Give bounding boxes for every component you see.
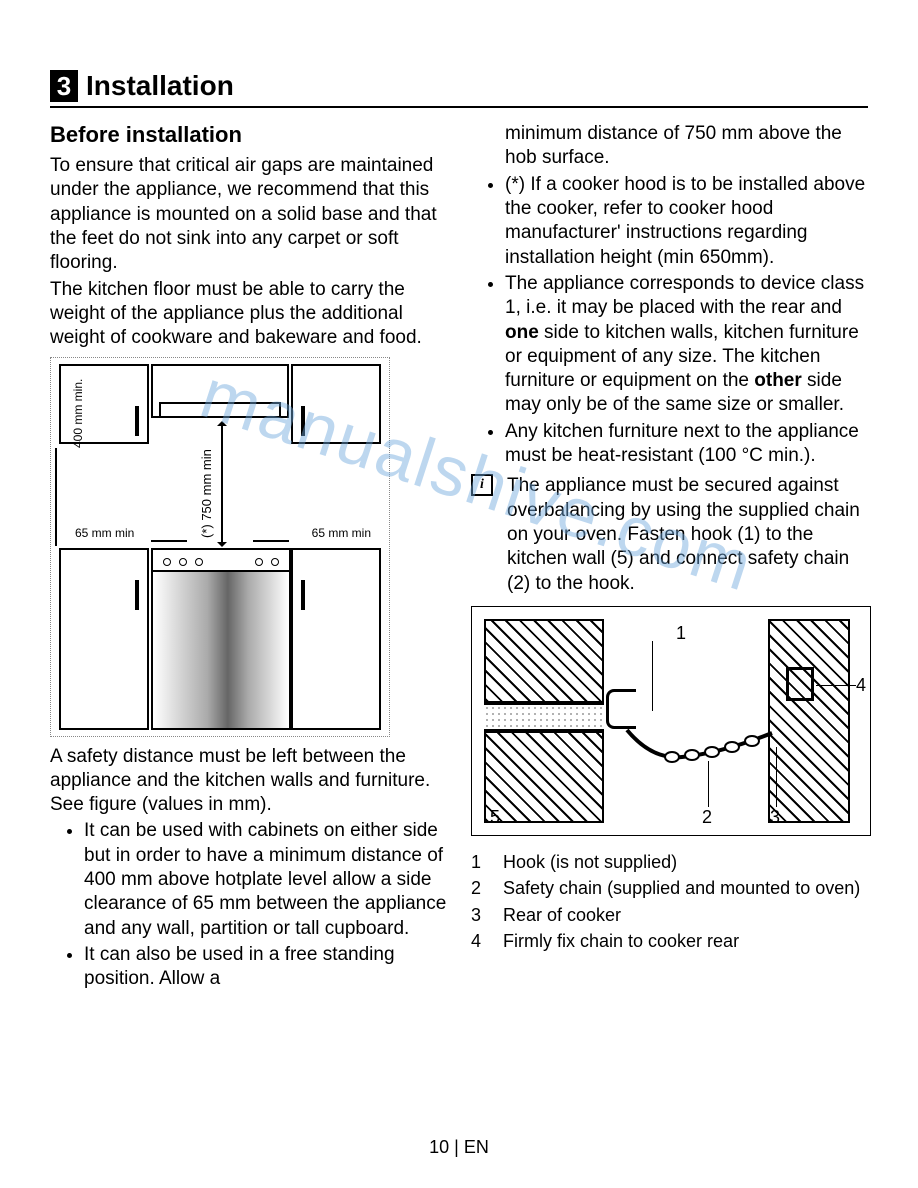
paragraph: A safety distance must be left between t… <box>50 745 447 818</box>
callout-5: 5 <box>490 807 500 828</box>
bullet-item: It can be used with cabinets on either s… <box>84 819 447 941</box>
cooker-rear <box>768 619 850 823</box>
legend-row: 2 Safety chain (supplied and mounted to … <box>471 876 868 900</box>
handle-icon <box>301 580 305 610</box>
dimension-label-750: (*) 750 mm min <box>199 449 214 538</box>
knob-icon <box>163 558 171 566</box>
handle-icon <box>301 406 305 436</box>
wall-top <box>484 619 604 703</box>
bold-text: one <box>505 322 539 343</box>
info-text: The appliance must be secured against ov… <box>507 474 868 596</box>
knob-icon <box>271 558 279 566</box>
page-number: 10 | EN <box>0 1137 918 1158</box>
bullet-list: It can be used with cabinets on either s… <box>50 819 447 991</box>
text-fragment: The appliance corresponds to device clas… <box>505 273 864 318</box>
paragraph-continuation: minimum distance of 750 mm above the hob… <box>471 122 868 171</box>
legend-text: Safety chain (supplied and mounted to ov… <box>503 876 860 900</box>
callout-1: 1 <box>676 623 686 644</box>
chapter-heading: 3 Installation <box>50 70 868 108</box>
legend-row: 1 Hook (is not supplied) <box>471 850 868 874</box>
info-icon: i <box>471 474 493 496</box>
dimension-label-65-right: 65 mm min <box>312 526 371 540</box>
info-note: i The appliance must be secured against … <box>471 474 868 598</box>
callout-line <box>708 761 709 807</box>
safety-chain <box>622 725 782 765</box>
callout-4: 4 <box>856 675 866 696</box>
oven-body <box>151 548 291 730</box>
bracket <box>786 667 814 701</box>
legend: 1 Hook (is not supplied) 2 Safety chain … <box>471 850 868 953</box>
wall-mortar <box>484 703 604 731</box>
legend-row: 3 Rear of cooker <box>471 903 868 927</box>
wall-bottom <box>484 731 604 823</box>
legend-text: Hook (is not supplied) <box>503 850 677 874</box>
handle-icon <box>135 580 139 610</box>
chapter-number-box: 3 <box>50 70 78 102</box>
callout-line <box>776 747 777 807</box>
paragraph: The kitchen floor must be able to carry … <box>50 278 447 351</box>
dimension-arrow-400 <box>55 448 57 546</box>
dimension-arrow-right <box>253 540 289 542</box>
section-title: Before installation <box>50 122 447 148</box>
legend-number: 4 <box>471 929 485 953</box>
callout-line <box>652 641 653 711</box>
left-column: Before installation To ensure that criti… <box>50 122 447 994</box>
knob-icon <box>179 558 187 566</box>
cabinet-bottom-left <box>59 548 149 730</box>
handle-icon <box>135 406 139 436</box>
knob-icon <box>255 558 263 566</box>
bullet-item: (*) If a cooker hood is to be installed … <box>505 173 868 270</box>
callout-2: 2 <box>702 807 712 828</box>
bullet-item: Any kitchen furniture next to the applia… <box>505 420 868 469</box>
dimension-arrow-left <box>151 540 187 542</box>
page: 3 Installation Before installation To en… <box>0 0 918 1188</box>
legend-number: 1 <box>471 850 485 874</box>
dimension-arrow-vertical <box>221 422 223 546</box>
callout-3: 3 <box>770 807 780 828</box>
callout-line <box>816 685 856 686</box>
right-column: minimum distance of 750 mm above the hob… <box>471 122 868 994</box>
legend-number: 2 <box>471 876 485 900</box>
dimension-label-400: 400 mm min. <box>71 378 85 447</box>
paragraph: To ensure that critical air gaps are mai… <box>50 154 447 276</box>
legend-text: Firmly fix chain to cooker rear <box>503 929 739 953</box>
clearance-diagram: 400 mm min. (*) 750 mm min 65 mm min 65 … <box>50 357 390 737</box>
safety-chain-diagram: 1 2 3 4 5 <box>471 606 871 836</box>
knob-icon <box>195 558 203 566</box>
chapter-title: Installation <box>86 70 234 102</box>
bullet-item: It can also be used in a free standing p… <box>84 943 447 992</box>
cabinet-bottom-right <box>291 548 381 730</box>
two-column-layout: Before installation To ensure that criti… <box>50 122 868 994</box>
legend-row: 4 Firmly fix chain to cooker rear <box>471 929 868 953</box>
hook <box>606 689 636 729</box>
dimension-label-65-left: 65 mm min <box>75 526 134 540</box>
legend-number: 3 <box>471 903 485 927</box>
bullet-item: The appliance corresponds to device clas… <box>505 272 868 418</box>
legend-text: Rear of cooker <box>503 903 621 927</box>
bold-text: other <box>754 370 802 391</box>
cabinet-top-right <box>291 364 381 444</box>
bullet-list: (*) If a cooker hood is to be installed … <box>471 173 868 469</box>
